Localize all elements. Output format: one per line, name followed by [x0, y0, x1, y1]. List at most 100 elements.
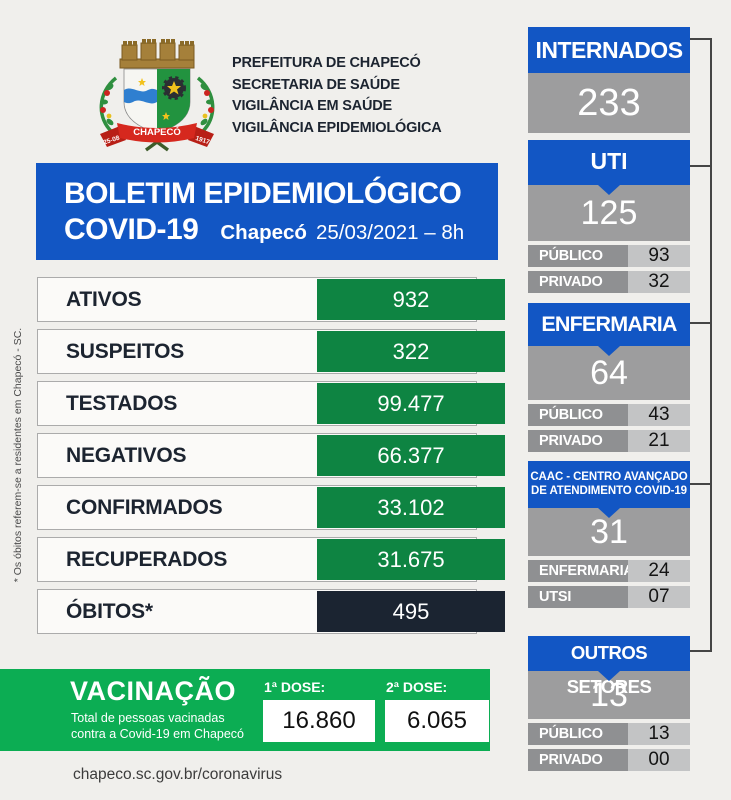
- section-header-line2: DE ATENDIMENTO COVID-19: [531, 484, 687, 497]
- section-internados: INTERNADOS 233: [528, 27, 690, 133]
- ribbon: CHAPECÓ 25-08 1917: [100, 123, 214, 152]
- ribbon-date-left: 25-08: [103, 135, 121, 147]
- stat-row-suspeitos: SUSPEITOS 322: [37, 329, 505, 374]
- connector-tick: [690, 38, 712, 40]
- stat-row-obitos: ÓBITOS* 495: [37, 589, 505, 634]
- arrow-down-icon: [598, 346, 620, 356]
- row-label: PÚBLICO: [528, 404, 628, 426]
- river-band: [124, 88, 157, 104]
- table-row: PRIVADO 21: [528, 430, 690, 452]
- coronavirus-url[interactable]: chapeco.sc.gov.br/coronavirus: [73, 766, 283, 783]
- row-value: 93: [628, 245, 690, 267]
- mural-crown: [119, 39, 195, 69]
- row-label: PRIVADO: [528, 271, 628, 293]
- vaccination-subtitle: Total de pessoas vacinadas contra a Covi…: [71, 711, 245, 741]
- connector-tick: [690, 165, 712, 167]
- shield: [123, 68, 191, 134]
- dose1-label: 1ª DOSE:: [264, 679, 326, 695]
- ribbon-date-right: 1917: [195, 135, 211, 146]
- table-row: PÚBLICO 93: [528, 245, 690, 267]
- table-row: PÚBLICO 43: [528, 404, 690, 426]
- stat-row-ativos: ATIVOS 932: [37, 277, 505, 322]
- row-label: PÚBLICO: [528, 245, 628, 267]
- city-coat-of-arms: CHAPECÓ 25-08 1917: [99, 39, 215, 152]
- row-label: PRIVADO: [528, 430, 628, 452]
- section-outros-setores: OUTROS SETORES 13 PÚBLICO 13 PRIVADO 00: [528, 636, 690, 771]
- row-label: PRIVADO: [528, 749, 628, 771]
- section-enfermaria: ENFERMARIA 64 PÚBLICO 43 PRIVADO 21: [528, 303, 690, 452]
- bulletin-datetime: 25/03/2021 – 8h: [315, 221, 465, 244]
- row-value: 21: [628, 430, 690, 452]
- connector-tick: [690, 650, 712, 652]
- stat-value: 31.675: [317, 539, 505, 580]
- row-label: UTSI: [528, 586, 628, 608]
- row-value: 00: [628, 749, 690, 771]
- row-value: 13: [628, 723, 690, 745]
- arrow-down-icon: [598, 508, 620, 518]
- laurel-branch-right: [196, 76, 215, 135]
- connector-line-vertical: [710, 38, 712, 652]
- stat-row-recuperados: RECUPERADOS 31.675: [37, 537, 505, 582]
- arrow-down-icon: [598, 185, 620, 195]
- stat-label: CONFIRMADOS: [66, 496, 223, 519]
- ribbon-city-name: CHAPECÓ: [133, 126, 181, 138]
- section-total: 233: [528, 73, 690, 133]
- org-line: SECRETARIA DE SAÚDE: [232, 76, 400, 93]
- row-label: PÚBLICO: [528, 723, 628, 745]
- row-value: 43: [628, 404, 690, 426]
- stat-label: SUSPEITOS: [66, 340, 185, 363]
- table-row: PRIVADO 32: [528, 271, 690, 293]
- stat-value: 33.102: [317, 487, 505, 528]
- stat-value: 66.377: [317, 435, 505, 476]
- stat-label: NEGATIVOS: [66, 444, 187, 467]
- row-value: 32: [628, 271, 690, 293]
- section-header: ENFERMARIA: [541, 312, 677, 336]
- section-caac: CAAC - CENTRO AVANÇADO DE ATENDIMENTO CO…: [528, 461, 690, 608]
- org-line: PREFEITURA DE CHAPECÓ: [232, 55, 421, 71]
- stat-value: 932: [317, 279, 505, 320]
- table-row: PRIVADO 00: [528, 749, 690, 771]
- stat-value: 495: [317, 591, 505, 632]
- row-value: 07: [628, 586, 690, 608]
- stat-row-confirmados: CONFIRMADOS 33.102: [37, 485, 505, 530]
- bulletin-city: Chapecó: [220, 221, 307, 244]
- section-header: UTI: [590, 148, 628, 174]
- vaccination-banner: VACINAÇÃO Total de pessoas vacinadas con…: [0, 669, 490, 751]
- bulletin-title: BOLETIM EPIDEMIOLÓGICO: [64, 177, 462, 210]
- stat-row-negativos: NEGATIVOS 66.377: [37, 433, 505, 478]
- connector-tick: [690, 322, 712, 324]
- bulletin-subtitle: COVID-19: [64, 213, 199, 246]
- section-header: INTERNADOS: [528, 27, 690, 73]
- row-label: ENFERMARIA: [528, 560, 634, 582]
- stat-label: RECUPERADOS: [66, 548, 228, 571]
- stat-value: 322: [317, 331, 505, 372]
- stat-label: ÓBITOS*: [66, 600, 153, 623]
- connector-tick: [690, 483, 712, 485]
- org-header: PREFEITURA DE CHAPECÓ SECRETARIA DE SAÚD…: [232, 53, 442, 139]
- table-row: ENFERMARIA 24: [528, 560, 690, 582]
- dose2-value: 6.065: [385, 700, 489, 742]
- org-line: VIGILÂNCIA EM SAÚDE: [232, 98, 393, 114]
- arrow-down-icon: [598, 671, 620, 681]
- stat-value: 99.477: [317, 383, 505, 424]
- section-header-line1: CAAC - CENTRO AVANÇADO: [530, 471, 688, 483]
- dose1-value: 16.860: [263, 700, 375, 742]
- bulletin-title-banner: BOLETIM EPIDEMIOLÓGICO COVID-19 Chapecó …: [36, 163, 498, 260]
- stat-label: ATIVOS: [66, 288, 142, 311]
- section-uti: UTI 125 PÚBLICO 93 PRIVADO 32: [528, 140, 690, 293]
- stat-row-testados: TESTADOS 99.477: [37, 381, 505, 426]
- berry-icon: [104, 90, 110, 96]
- org-line: VIGILÂNCIA EPIDEMIOLÓGICA: [232, 119, 442, 136]
- obitos-footnote: * Os óbitos referem-se a residentes em C…: [12, 327, 24, 583]
- table-row: UTSI 07: [528, 586, 690, 608]
- laurel-branch-left: [99, 76, 118, 135]
- vaccination-title: VACINAÇÃO: [70, 676, 236, 706]
- star-icon: [167, 81, 181, 95]
- stat-label: TESTADOS: [66, 392, 178, 415]
- dose2-label: 2ª DOSE:: [386, 679, 448, 695]
- section-header: OUTROS SETORES: [566, 642, 652, 697]
- table-row: PÚBLICO 13: [528, 723, 690, 745]
- row-value: 24: [628, 560, 690, 582]
- section-total: 125: [528, 185, 690, 241]
